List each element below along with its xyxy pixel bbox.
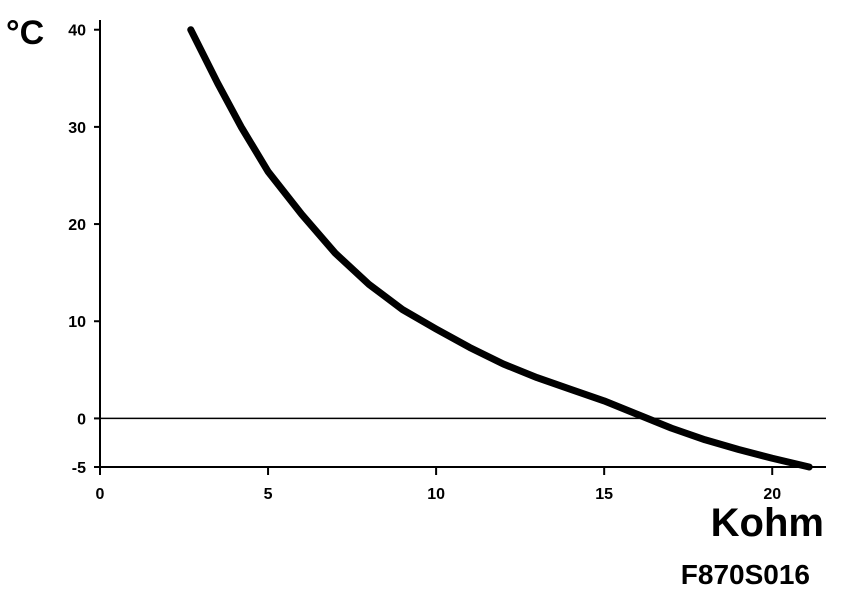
- y-tick-label: 10: [68, 314, 86, 331]
- figure-code: F870S016: [681, 559, 810, 590]
- x-tick-label: 15: [595, 486, 613, 503]
- x-axis-label: Kohm: [711, 501, 824, 545]
- data-line: [187, 26, 813, 471]
- y-tick-label: 40: [68, 23, 86, 40]
- y-axis-label: °C: [6, 14, 44, 52]
- y-tick-label: 0: [77, 411, 86, 428]
- y-tick-label: 30: [68, 120, 86, 137]
- x-tick-label: 10: [427, 486, 445, 503]
- x-tick-label: 0: [96, 486, 105, 503]
- x-tick-label: 5: [264, 486, 273, 503]
- y-tick-label: 20: [68, 217, 86, 234]
- x-tick-label: 20: [763, 486, 781, 503]
- y-tick-label: -5: [72, 460, 86, 477]
